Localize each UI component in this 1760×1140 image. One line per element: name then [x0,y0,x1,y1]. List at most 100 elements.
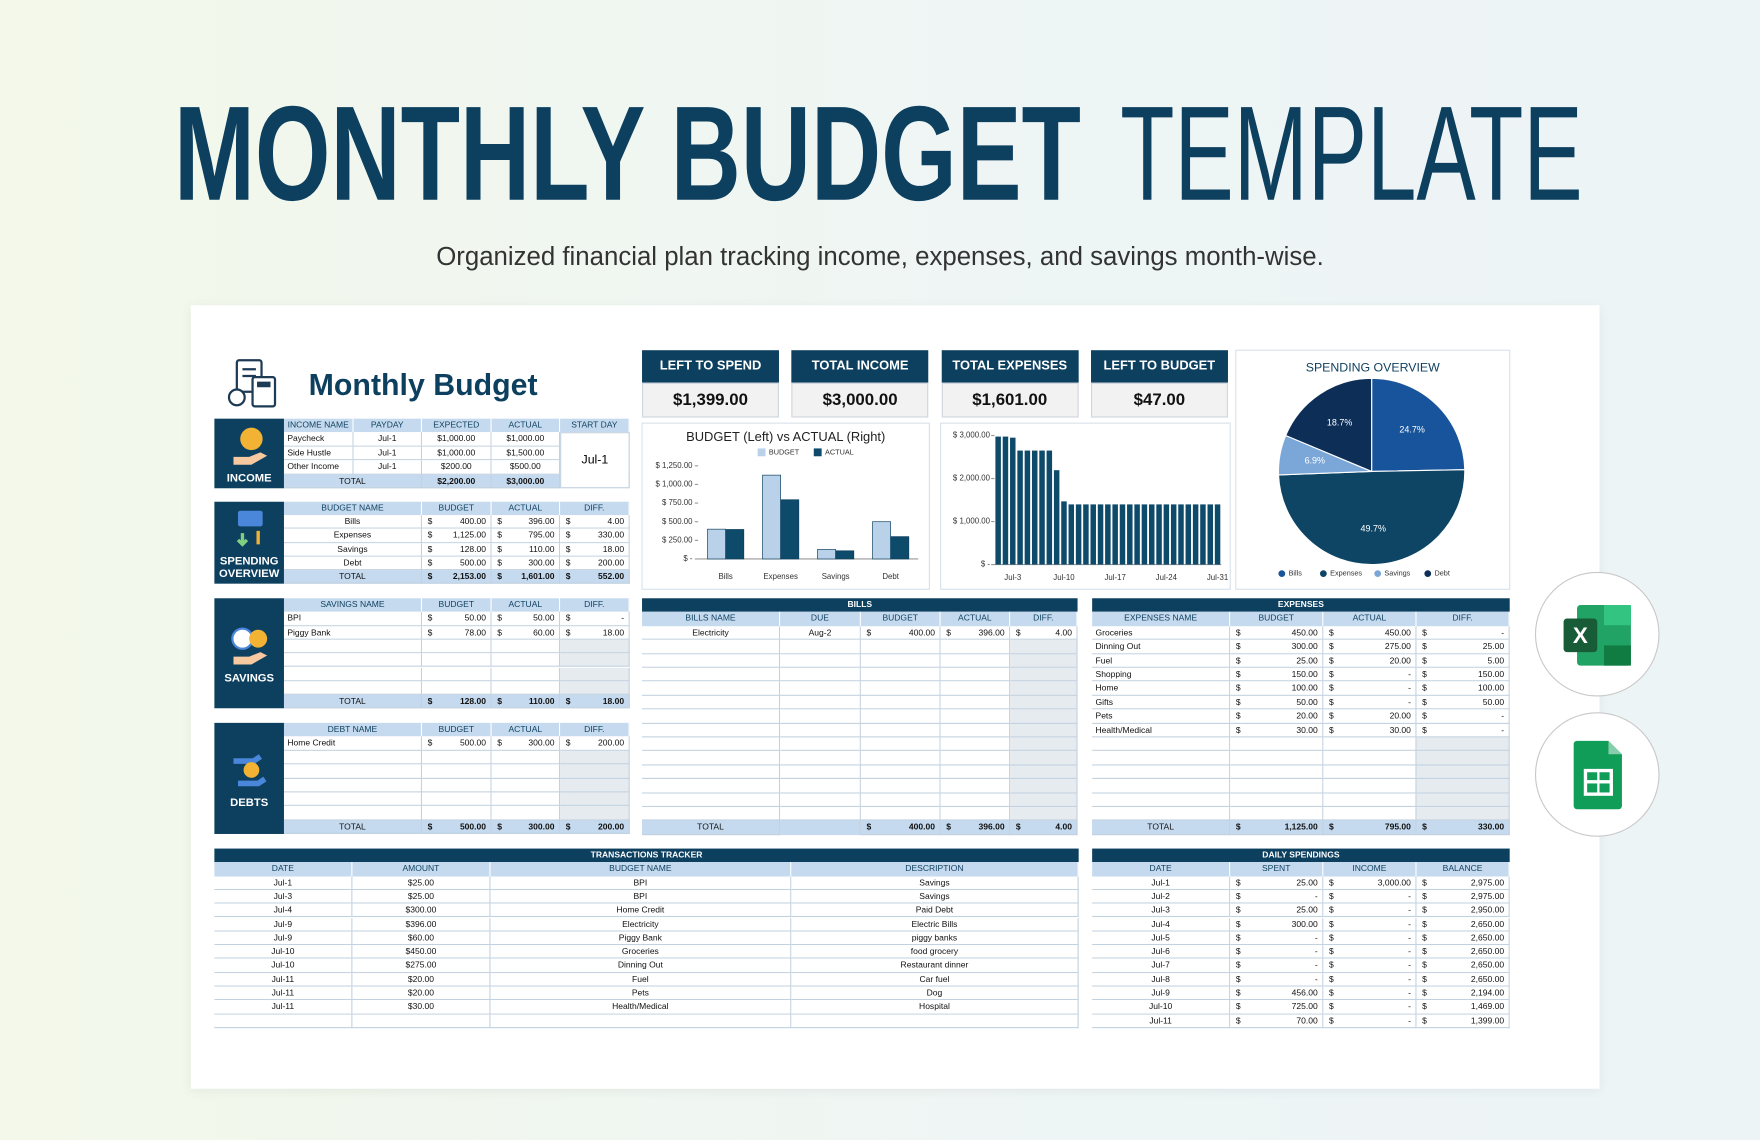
cell-value: 20.00 [1296,710,1318,721]
table-cell [560,639,630,654]
table-cell [1323,807,1417,821]
table-cell [780,640,861,654]
currency-sign: $ [866,822,872,833]
cell-value: - [1408,1001,1411,1012]
section-panel: SPENDING OVERVIEW [214,501,284,584]
table-cell [1010,695,1078,710]
table-cell: $200.00 [422,460,492,475]
table-cell: Fuel [490,972,792,987]
currency-sign: $ [1235,960,1241,971]
currency-sign: $ [1422,724,1427,735]
cell-value: 1,125.00 [452,530,487,541]
table-cell [642,807,781,821]
currency-sign: $ [1422,904,1427,916]
table-cell [780,667,861,682]
table-cell: Jul-6 [1092,945,1231,960]
cell-value: 18.00 [602,696,625,707]
table-cell: Savings [283,542,423,557]
currency-sign: $ [1422,1015,1427,1026]
table-cell: $1,000.00 [491,432,561,447]
cell-value: 2,650.00 [1470,960,1505,971]
table-cell [642,709,781,724]
table-cell: $300.00 [491,736,561,751]
table-cell: $50.00 [1416,695,1510,710]
table-cell: Dog [791,986,1079,1001]
column-header: DIFF. [560,722,630,737]
cell-value: 330.00 [1478,822,1505,833]
table-cell: $20.00 [1323,653,1417,668]
table-cell: $300.00 [1230,640,1324,654]
cell-value: - [1314,973,1318,985]
currency-sign: $ [1422,627,1427,638]
kpi-value: $47.00 [1090,382,1228,418]
section-icon [236,510,263,547]
table-cell: Paycheck [283,432,354,447]
table-cell [283,653,423,668]
table-cell: $4.00 [560,515,630,530]
table-cell [1230,779,1324,794]
table-cell: $200.00 [560,736,630,751]
currency-sign: $ [565,557,571,568]
table-cell [1010,737,1078,752]
table-cell: Jul-1 [353,432,423,447]
table-cell [560,653,630,668]
table-cell: Jul-11 [1092,1014,1231,1029]
table-cell: Groceries [1092,626,1231,641]
table-cell [940,765,1011,780]
column-header: PAYDAY [353,418,423,433]
currency-sign: $ [565,696,571,707]
table-cell: Jul-11 [214,1000,353,1015]
table-cell [1416,807,1510,821]
cell-value: 100.00 [1291,682,1318,693]
table-cell: $1,469.00 [1416,1000,1510,1015]
table-cell: $18.00 [560,542,630,557]
table-cell: $2,194.00 [1416,986,1510,1001]
table-cell [860,807,941,821]
cell-value: 2,650.00 [1470,932,1505,943]
cell-value: 20.00 [1389,710,1411,721]
table-cell: $100.00 [1416,681,1510,696]
table-cell [1416,737,1510,752]
table-cell [1416,793,1510,808]
table-cell: $300.00 [491,556,561,571]
table-cell: $25.00 [352,889,491,904]
column-header: DATE [1092,862,1231,877]
column-header: BUDGET [1230,612,1324,627]
cell-value: 2,153.00 [452,571,487,582]
table-cell [422,639,492,654]
table-cell [642,765,781,780]
column-header: DIFF. [560,598,630,613]
table-cell: Jul-5 [1092,931,1231,946]
cell-value: 25.00 [1296,904,1318,916]
cell-value: 500.00 [459,821,487,832]
table-cell: Jul-7 [1092,959,1231,973]
table-cell: $2,650.00 [1416,917,1510,932]
table-cell: Side Hustle [283,446,354,461]
table-cell [860,779,941,794]
table-cell [1010,640,1078,654]
table-cell: Jul-10 [214,945,353,960]
table-cell: $50.00 [491,612,561,626]
currency-sign: $ [1235,946,1241,957]
table-cell [940,709,1011,724]
cell-value: - [1408,946,1411,957]
table-cell [491,653,561,668]
table-cell [780,737,861,752]
table-cell: $5.00 [1416,653,1510,668]
table-cell: $2,650.00 [1416,959,1510,973]
table-cell [780,793,861,808]
column-header: DEBT NAME [283,722,423,737]
table-cell [1010,807,1078,821]
table-cell: Jul-10 [1092,1000,1231,1015]
table-cell [283,750,423,765]
table-cell [1230,793,1324,808]
column-header: START DAY [560,418,630,433]
table-cell [1323,737,1417,752]
table-cell: $30.00 [1230,723,1324,738]
cell-value: 1,469.00 [1470,1001,1505,1012]
currency-sign: $ [1235,987,1241,998]
column-header: EXPECTED [422,418,492,433]
table-cell: $725.00 [1230,1000,1324,1015]
